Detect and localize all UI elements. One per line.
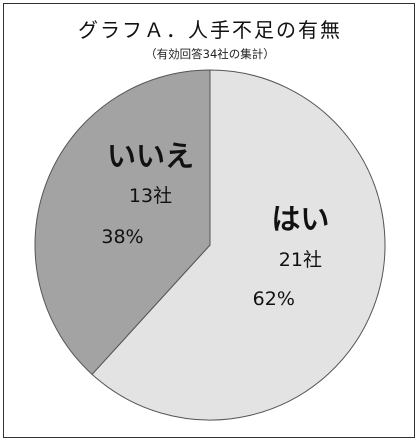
slice-label-iie: いいえ bbox=[107, 139, 194, 173]
slice-count-hai: 21社 bbox=[279, 249, 322, 271]
slice-percent-iie: 38% bbox=[101, 226, 143, 248]
slice-count-iie: 13社 bbox=[129, 185, 172, 207]
pie-slice-hai bbox=[91, 69, 386, 421]
chart-title: グラフＡ．人手不足の有無 bbox=[78, 18, 342, 42]
slice-label-hai: はい bbox=[271, 202, 329, 236]
pie-slice-iie bbox=[34, 69, 211, 376]
chart-subtitle: （有効回答34社の集計） bbox=[145, 47, 275, 61]
slice-percent-hai: 62% bbox=[253, 288, 295, 310]
